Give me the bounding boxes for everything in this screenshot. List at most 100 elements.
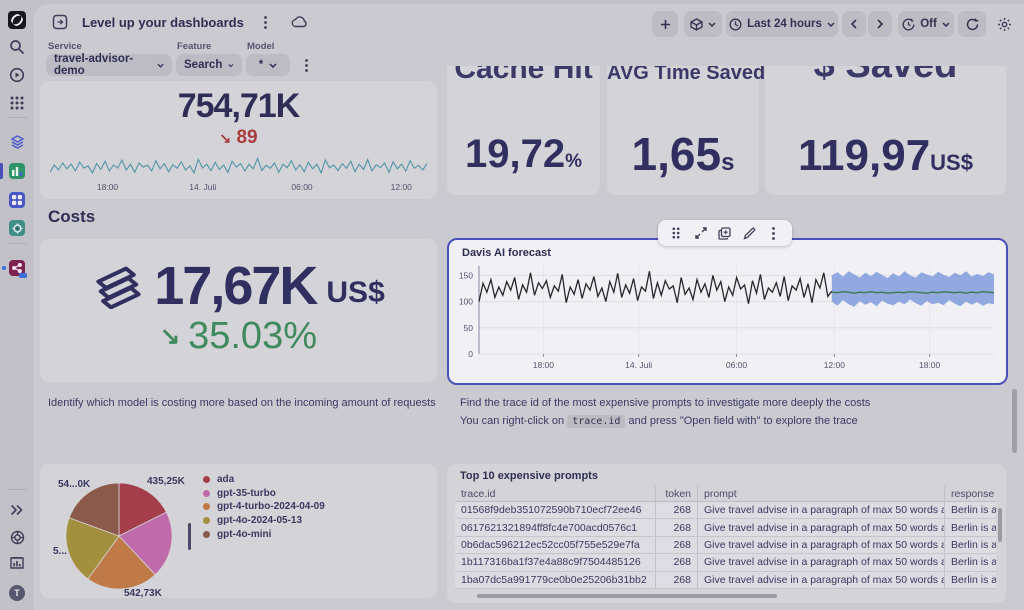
table-cell: Berlin is a v: [944, 519, 996, 536]
legend-label: ada: [217, 474, 235, 486]
selected-indicator: [0, 163, 3, 179]
saved-value: 119,97US$: [798, 131, 973, 180]
dashboard-icon[interactable]: [48, 10, 72, 34]
costs-section-heading: Costs: [48, 207, 96, 226]
dashboard-canvas[interactable]: 754,71K ↘ 89 18:00 14. Juli 06:00 12:00 Cac…: [34, 66, 1024, 610]
table-horizontal-scrollbar[interactable]: [477, 594, 777, 598]
expand-sidebar-button[interactable]: [0, 498, 34, 522]
settings-button[interactable]: [992, 12, 1016, 36]
table-cell: Berlin is a v: [944, 502, 996, 519]
x-axis-label: 12:00: [390, 182, 412, 192]
chevron-down-icon: [827, 21, 835, 27]
legend-dot: [203, 476, 210, 484]
notebooks-app-icon: [9, 192, 25, 208]
expand-tile-button[interactable]: [691, 223, 711, 243]
chevron-down-icon: [157, 63, 164, 68]
table-row[interactable]: 1b117316ba1f37e4a88c9f7504485126 268 Give …: [455, 554, 996, 572]
column-header-prompt[interactable]: prompt: [697, 486, 944, 501]
add-tile-button[interactable]: [652, 11, 678, 37]
help-button[interactable]: [0, 525, 34, 549]
avg-time-value: 1,65s: [631, 128, 735, 180]
tile-total-cost[interactable]: 17,67K US$ ↘ 35.03%: [40, 239, 437, 382]
dynatrace-logo[interactable]: [0, 8, 34, 32]
tile-model-pie[interactable]: 54...0K 435,25K 5... 542,73K ada gpt-35-t…: [40, 464, 437, 599]
model-filter-dropdown[interactable]: *: [246, 54, 290, 76]
tile-requests[interactable]: 754,71K ↘ 89 18:00 14. Juli 06:00 12:00: [40, 81, 437, 199]
table-cell: Give travel advise in a paragraph of max…: [697, 519, 944, 536]
legend-item[interactable]: gpt-4o-2024-05-13: [203, 514, 325, 528]
page-scrollbar[interactable]: [1012, 389, 1017, 453]
legend-item[interactable]: gpt-35-turbo: [203, 487, 325, 501]
table-row[interactable]: 1ba07dc5a991779ce0b0e25206b31bb2 268 Give …: [455, 571, 996, 589]
whats-new-button[interactable]: [0, 552, 34, 576]
pie-legend: ada gpt-35-turbo gpt-4-turbo-2024-04-09 gpt…: [203, 473, 325, 541]
column-header-token[interactable]: token: [655, 486, 697, 501]
tile-top-prompts[interactable]: Top 10 expensive prompts trace.id token pr…: [447, 464, 1006, 603]
svg-text:0: 0: [468, 349, 473, 359]
tile-cache-hit[interactable]: Cache Hit 19,72%: [447, 66, 600, 195]
tile-avg-time-saved[interactable]: AVG Time Saved 1,65s: [607, 66, 765, 195]
user-avatar[interactable]: T: [0, 581, 34, 605]
column-header-trace.id[interactable]: trace.id: [461, 487, 496, 500]
table-cell: 268: [655, 571, 697, 588]
table-cell: 268: [655, 502, 697, 519]
legend-item[interactable]: gpt-4-turbo-2024-04-09: [203, 500, 325, 514]
service-filter-dropdown[interactable]: travel-advisor-demo: [46, 53, 172, 77]
dashboards-app-nav[interactable]: [0, 159, 34, 183]
pie-slice-gpt-4-turbo-2024-04-09[interactable]: [87, 535, 156, 590]
table-row[interactable]: 0b6dac596212ec52cc05f755e529e7fa 268 Give …: [455, 536, 996, 555]
clouds-app-nav[interactable]: [0, 131, 34, 155]
refresh-button[interactable]: [958, 11, 986, 37]
legend-item[interactable]: ada: [203, 473, 325, 487]
trace-id-code-chip[interactable]: trace.id: [567, 415, 626, 428]
search-nav[interactable]: [0, 35, 34, 59]
drag-handle[interactable]: [666, 223, 686, 243]
lifebuoy-icon: [10, 530, 24, 544]
table-cell: 268: [655, 536, 697, 554]
feature-filter-label: Feature: [177, 41, 212, 52]
time-next-button[interactable]: [868, 11, 892, 37]
svg-text:06:00: 06:00: [726, 360, 748, 370]
auto-refresh-dropdown[interactable]: Off: [898, 11, 954, 37]
table-vertical-scrollbar[interactable]: [998, 508, 1002, 542]
requests-delta: ↘ 89: [219, 127, 258, 148]
pie-slice-gpt-35-turbo[interactable]: [118, 511, 173, 576]
title-kebab-menu[interactable]: [254, 10, 278, 34]
table-row[interactable]: 01568f9deb351072590b710ecf72ee46 268 Give …: [455, 502, 996, 520]
service-flow-app-nav[interactable]: [0, 256, 34, 280]
edit-tile-button[interactable]: [739, 223, 759, 243]
column-header-response[interactable]: response: [944, 486, 996, 501]
legend-label: gpt-4o-2024-05-13: [217, 515, 303, 527]
davis-copilot-nav[interactable]: [0, 63, 34, 87]
forecast-chart: 150 100 50 0 18:00 14. Juli 06:00 12:00 18:00: [459, 266, 995, 370]
apps-grid-nav[interactable]: [0, 91, 34, 115]
legend-scrollbar[interactable]: [188, 523, 191, 550]
prompts-table: trace.id token prompt response 01568f9deb351…: [455, 486, 996, 589]
table-cell: 1ba07dc5a991779ce0b0e25206b31bb2: [461, 573, 647, 586]
time-range-dropdown[interactable]: Last 24 hours: [726, 11, 838, 37]
service-filter-label: Service: [48, 41, 82, 52]
legend-item[interactable]: gpt-4o-mini: [203, 527, 325, 541]
variables-dropdown[interactable]: [684, 11, 722, 37]
tile-dollar-saved[interactable]: $ Saved 119,97US$: [765, 66, 1006, 195]
filters-kebab-menu[interactable]: [296, 54, 316, 76]
cloud-sync-icon[interactable]: [288, 10, 312, 34]
time-prev-button[interactable]: [842, 11, 866, 37]
total-cost-delta: ↘ 35.03%: [160, 315, 317, 357]
table-cell: Give travel advise in a paragraph of max…: [697, 571, 944, 588]
feature-filter-dropdown[interactable]: Search: [176, 54, 242, 76]
share-app-icon: [9, 260, 27, 278]
kubernetes-app-nav[interactable]: [0, 216, 34, 240]
svg-text:18:00: 18:00: [919, 360, 941, 370]
pie-slice-gpt-4o-2024-05-13[interactable]: [65, 517, 120, 580]
trend-down-icon: ↘: [160, 323, 181, 350]
total-cost-value: 17,67K: [154, 256, 318, 316]
notebooks-app-nav[interactable]: [0, 188, 34, 212]
tile-davis-forecast[interactable]: Davis AI forecast 150 100 50 0 18:00 14. Juli…: [447, 238, 1008, 385]
pie-slice-gpt-4o-mini[interactable]: [68, 482, 120, 537]
table-row[interactable]: 0617621321894ff8fc4e700acd0576c1 268 Give …: [455, 519, 996, 537]
tile-kebab-menu[interactable]: [764, 223, 784, 243]
total-cost-unit: US$: [326, 276, 385, 309]
pie-slice-ada[interactable]: [118, 482, 167, 537]
duplicate-tile-button[interactable]: [715, 223, 735, 243]
